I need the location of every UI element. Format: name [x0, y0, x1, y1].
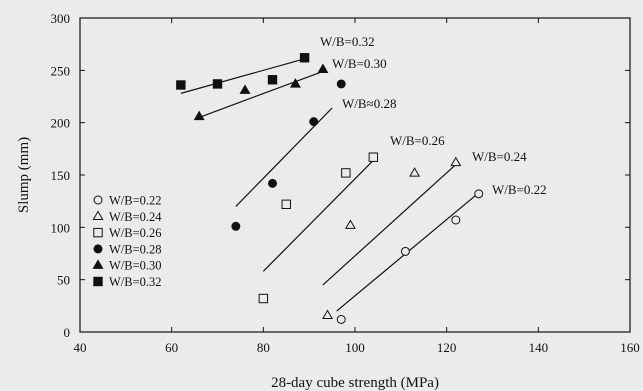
y-tick-label: 50: [57, 273, 70, 288]
fit-line-5: [198, 70, 324, 118]
data-point: [281, 199, 291, 210]
data-point: [309, 117, 319, 127]
data-point: [231, 221, 241, 231]
fit-label-5: W/B=0.30: [332, 56, 387, 71]
data-point: [239, 84, 251, 94]
x-tick-label: 140: [529, 340, 549, 355]
y-tick-label: 0: [64, 325, 71, 340]
y-tick-label: 100: [51, 220, 71, 235]
data-point: [336, 314, 346, 324]
x-tick-label: 100: [345, 340, 365, 355]
legend-marker: [93, 195, 103, 205]
data-point: [336, 79, 346, 89]
x-tick-label: 120: [437, 340, 457, 355]
data-point: [289, 78, 301, 88]
data-point: [258, 293, 269, 304]
data-points: [176, 53, 484, 324]
x-tick-label: 160: [620, 340, 640, 355]
data-point: [341, 168, 351, 178]
legend-label: W/B=0.28: [109, 242, 162, 256]
legend: W/B=0.22 W/B=0.24 W/B=0.26 W/B=0.28 W/B=0.30…: [92, 194, 162, 289]
legend-label: W/B=0.26: [109, 226, 162, 240]
x-axis-label: 28-day cube strength (MPa): [271, 375, 439, 391]
data-point: [176, 80, 186, 90]
legend-marker: [93, 244, 103, 254]
data-point: [400, 246, 410, 256]
y-axis-label: Slump (mm): [16, 137, 32, 213]
data-point: [267, 75, 278, 85]
data-point: [193, 110, 205, 121]
data-point: [451, 215, 461, 225]
fit-line-2: [322, 164, 457, 286]
y-tick-label: 300: [51, 11, 71, 26]
x-tick-label: 40: [74, 340, 87, 355]
data-point: [344, 219, 356, 229]
fit-line-3: [262, 159, 374, 272]
fit-label-2: W/B=0.24: [472, 149, 527, 164]
y-tick-label: 250: [51, 63, 71, 78]
y-tick-label: 150: [51, 168, 71, 183]
plot-area: [79, 17, 631, 333]
data-point: [299, 53, 310, 63]
data-point: [368, 152, 379, 162]
fit-labels: W/B=0.22 W/B=0.24 W/B=0.26 W/B≈0.28 W/B=0.30…: [320, 34, 547, 197]
fit-label-6: W/B=0.32: [320, 34, 375, 49]
legend-label: W/B=0.24: [109, 210, 162, 224]
data-point: [322, 309, 333, 319]
legend-label: W/B=0.22: [109, 194, 162, 208]
fit-label-4: W/B≈0.28: [342, 96, 396, 111]
plot-border: [79, 17, 631, 333]
fit-label-1: W/B=0.22: [492, 182, 547, 197]
data-point: [268, 178, 277, 188]
x-tick-label: 80: [257, 340, 270, 355]
legend-marker: [93, 227, 103, 238]
data-point: [317, 63, 329, 73]
data-point: [474, 189, 484, 199]
legend-marker: [93, 276, 103, 287]
data-point: [409, 167, 421, 177]
x-tick-label: 60: [165, 340, 178, 355]
legend-marker: [92, 210, 104, 220]
data-point: [212, 79, 223, 89]
y-tick-label: 200: [51, 116, 71, 131]
axis-ticks: 40 60 80 100 120 140 160 0 50 100 150 200 250 300: [51, 11, 640, 355]
fit-line-6: [180, 58, 305, 94]
legend-marker: [92, 259, 104, 269]
data-point: [450, 156, 462, 167]
legend-label: W/B=0.32: [109, 275, 162, 289]
fit-label-3: W/B=0.26: [390, 133, 445, 148]
legend-label: W/B=0.30: [109, 259, 162, 273]
